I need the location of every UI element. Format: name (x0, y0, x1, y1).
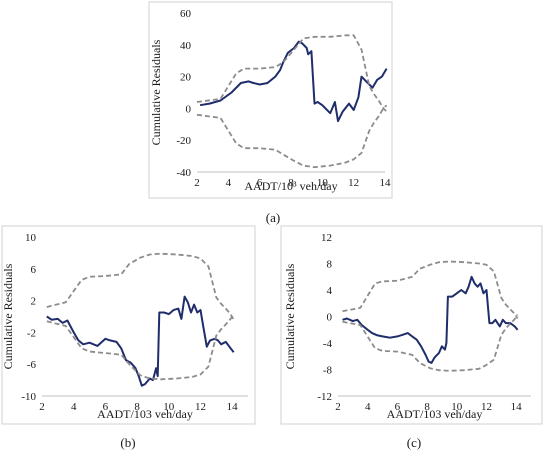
panel-a-x-tick-3: 8 (288, 177, 294, 189)
panel-b-y-tick-5: 10 (25, 232, 37, 244)
panel-a-y-tick-5: 60 (180, 8, 192, 20)
panel-b-x-tick-5: 12 (195, 401, 206, 413)
panel-b-frame (1, 225, 256, 425)
panel-c-bound-line-1 (342, 260, 519, 319)
panel-c-x-tick-6: 14 (511, 401, 523, 413)
panel-c-y-tick-6: 12 (321, 232, 332, 244)
panel-c-y-tick-5: 8 (327, 259, 333, 271)
panel-b-y-tick-0: -10 (21, 391, 36, 403)
panel-b-residual-line (46, 295, 235, 387)
panel-c-x-tick-2: 6 (395, 401, 401, 413)
panel-a-x-tick-6: 14 (380, 177, 392, 189)
panel-c-y-axis-label: Cumulative Residuals (283, 263, 297, 369)
panel-a-x-tick-5: 12 (348, 177, 359, 189)
panel-b-x-tick-4: 10 (163, 401, 175, 413)
panel-a-y-axis-label: Cumulative Residuals (149, 39, 163, 145)
panel-b-y-tick-4: 6 (31, 264, 37, 276)
panel-a-residual-line (199, 40, 388, 123)
panel-c-x-tick-1: 4 (365, 401, 371, 413)
panel-a-caption: (a) (266, 210, 280, 225)
panel-a-frame (148, 1, 393, 199)
panel-c-y-tick-4: 4 (327, 285, 333, 297)
panel-a-x-tick-2: 6 (257, 177, 263, 189)
panel-b-y-tick-1: -6 (27, 359, 37, 371)
panel-a-y-tick-3: 20 (180, 72, 192, 84)
panel-c-x-axis-label: AADT/103 veh/day (387, 407, 483, 421)
panel-b-x-axis-label: AADT/103 veh/day (97, 407, 193, 421)
panel-b-caption: (b) (120, 435, 135, 450)
panel-a-y-tick-4: 40 (180, 40, 192, 52)
panel-a-y-tick-0: -40 (176, 167, 191, 179)
panel-b-x-tick-1: 4 (71, 401, 77, 413)
panel-c-y-tick-2: -4 (323, 338, 333, 350)
panel-c-y-tick-1: -8 (323, 365, 333, 377)
panel-b-x-tick-3: 8 (134, 401, 140, 413)
panel-a-bound-line-2 (196, 104, 388, 169)
panel-a-x-tick-4: 10 (317, 177, 329, 189)
panel-a-y-tick-2: 0 (186, 103, 192, 115)
panel-c-y-tick-3: 0 (327, 312, 333, 324)
panel-b-bound-line-1 (46, 252, 235, 321)
panel-b-y-tick-2: -2 (27, 327, 36, 339)
panel-c-caption: (c) (407, 435, 421, 450)
panel-a-bound-line-1 (196, 34, 388, 113)
panel-b-y-axis-label: Cumulative Residuals (1, 263, 15, 369)
panel-a-x-tick-0: 2 (194, 177, 200, 189)
panel-c-residual-line (342, 275, 519, 364)
panel-c-chart: -12 -8 -4 0 4 8 12 2 4 6 8 10 12 14 AADT/103 veh/day Cu… (283, 232, 531, 421)
panel-a-x-axis-label: AADT/10³ veh/day (244, 179, 337, 193)
panel-b-x-tick-6: 14 (227, 401, 239, 413)
panel-a-y-tick-1: -20 (176, 135, 191, 147)
panel-b-chart: -10 -6 -2 2 6 10 2 4 6 8 10 12 14 AADT/103 veh/day Cum… (1, 232, 248, 421)
panel-c-y-tick-0: -12 (317, 391, 332, 403)
panel-c-x-tick-4: 10 (451, 401, 463, 413)
panel-b-x-tick-0: 2 (39, 401, 45, 413)
panel-a-chart: -40 -20 0 20 40 60 2 4 6 8 10 12 14 AADT/10³ veh/day C… (149, 8, 391, 193)
panel-a-x-tick-1: 4 (226, 177, 232, 189)
panel-b-bound-line-2 (46, 312, 235, 381)
panel-c-x-tick-5: 12 (481, 401, 492, 413)
panel-b-x-tick-2: 6 (103, 401, 109, 413)
panel-c-x-tick-3: 8 (424, 401, 430, 413)
panel-b-y-tick-3: 2 (31, 296, 37, 308)
panel-c-x-tick-0: 2 (335, 401, 341, 413)
